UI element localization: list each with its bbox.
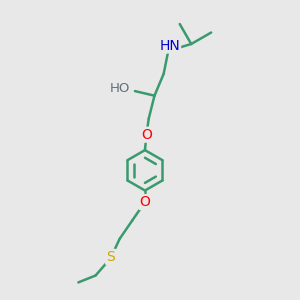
Text: HN: HN [159,39,180,52]
Text: O: O [140,195,150,209]
Text: O: O [142,128,152,142]
Text: S: S [106,250,115,264]
Text: HO: HO [110,82,130,94]
